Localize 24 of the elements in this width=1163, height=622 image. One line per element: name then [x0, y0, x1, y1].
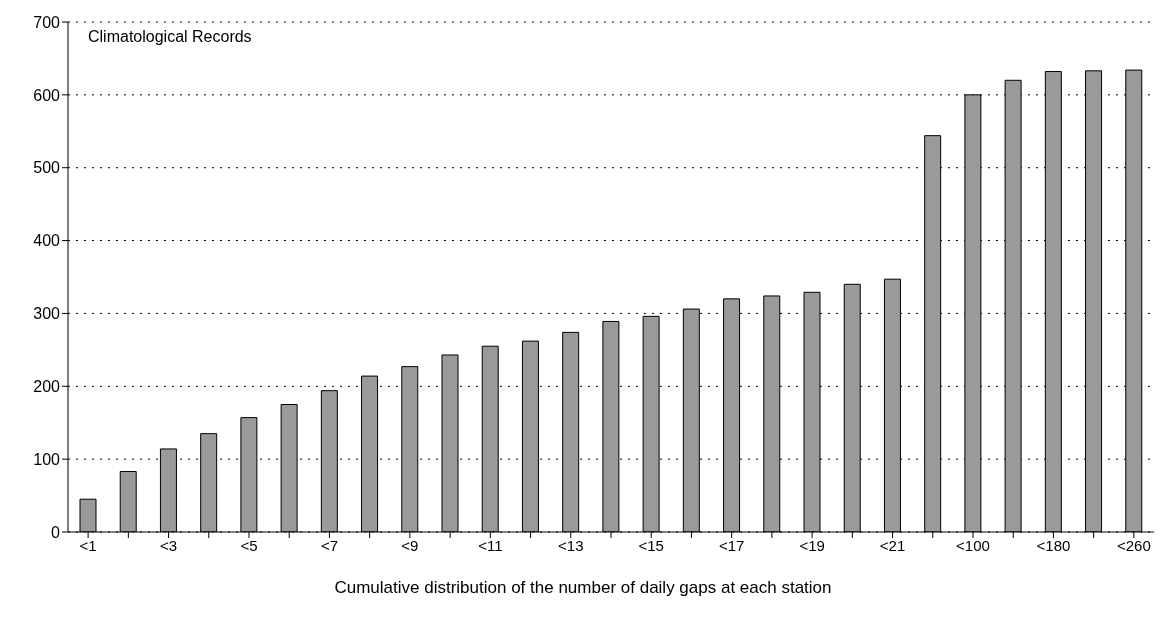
x-tick-label: <11 [478, 536, 503, 554]
x-tick-label: <15 [638, 536, 664, 554]
x-tick-label: <5 [240, 536, 258, 554]
x-tick-label: <3 [160, 536, 178, 554]
x-tick-label: <19 [799, 536, 825, 554]
x-tick-label: <7 [320, 536, 338, 554]
y-tick-label: 700 [33, 13, 61, 31]
y-tick-label: 500 [33, 159, 61, 177]
y-tick-label: 100 [33, 450, 61, 468]
x-tick-label: <1 [79, 536, 97, 554]
x-axis-title: Cumulative distribution of the number of daily gaps at each station [333, 578, 833, 598]
y-tick-label: 300 [33, 305, 61, 323]
x-tick-label: <17 [718, 536, 745, 554]
x-tick-label: <100 [956, 536, 990, 554]
x-tick-label: <9 [401, 536, 419, 554]
x-tick-label: <260 [1116, 536, 1151, 554]
x-tick-label: <21 [879, 536, 906, 554]
x-tick-label: <13 [558, 536, 584, 554]
y-tick-label: 600 [33, 86, 61, 104]
y-tick-label: 0 [51, 523, 61, 541]
annotation: Climatological Records [88, 28, 252, 46]
y-tick-label: 400 [33, 232, 61, 250]
x-tick-label: <180 [1036, 536, 1071, 554]
y-tick-label: 200 [33, 377, 61, 395]
